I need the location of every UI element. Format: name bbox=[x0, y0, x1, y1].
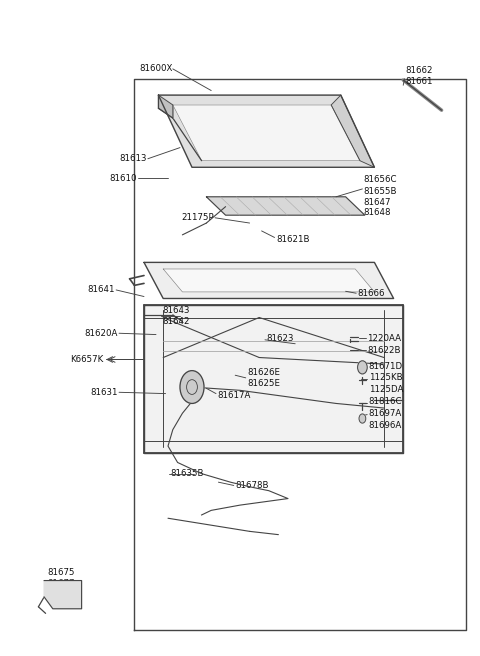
Polygon shape bbox=[144, 262, 394, 298]
Text: K6657K: K6657K bbox=[70, 355, 103, 364]
Circle shape bbox=[359, 414, 366, 423]
Polygon shape bbox=[163, 269, 374, 292]
Text: 81648: 81648 bbox=[364, 208, 391, 217]
Text: 81622B: 81622B bbox=[367, 346, 401, 355]
Text: 81816C: 81816C bbox=[369, 397, 402, 406]
Text: 81610: 81610 bbox=[109, 174, 137, 183]
Polygon shape bbox=[173, 105, 360, 161]
Text: 81600X: 81600X bbox=[139, 64, 173, 73]
Text: 81671D: 81671D bbox=[369, 361, 403, 371]
Text: 81641: 81641 bbox=[88, 285, 115, 295]
Polygon shape bbox=[158, 95, 374, 167]
Text: 81623: 81623 bbox=[266, 334, 294, 343]
Text: 81678B: 81678B bbox=[235, 481, 269, 490]
Text: 21175P: 21175P bbox=[181, 213, 214, 222]
Text: 81697A: 81697A bbox=[369, 409, 402, 418]
Text: 81620A: 81620A bbox=[84, 329, 118, 338]
Text: 81662: 81662 bbox=[406, 66, 433, 75]
Text: 81643: 81643 bbox=[162, 306, 190, 316]
Text: 81696A: 81696A bbox=[369, 420, 402, 430]
Text: 81666: 81666 bbox=[358, 289, 385, 298]
Text: 81631: 81631 bbox=[90, 388, 118, 397]
Text: 81621B: 81621B bbox=[276, 235, 310, 244]
Text: 81626E: 81626E bbox=[247, 368, 280, 377]
Text: 81647: 81647 bbox=[364, 197, 391, 207]
Text: 81661: 81661 bbox=[406, 77, 433, 86]
Text: 1125DA: 1125DA bbox=[369, 385, 403, 394]
Polygon shape bbox=[206, 197, 365, 215]
Text: 81617A: 81617A bbox=[217, 391, 251, 400]
Text: 1125KB: 1125KB bbox=[369, 373, 402, 382]
Text: 81625E: 81625E bbox=[247, 379, 280, 388]
Circle shape bbox=[358, 361, 367, 374]
Text: 81635B: 81635B bbox=[170, 469, 204, 478]
Circle shape bbox=[180, 371, 204, 403]
Polygon shape bbox=[158, 95, 173, 118]
Text: 81656C: 81656C bbox=[364, 175, 397, 184]
Text: 81675: 81675 bbox=[47, 567, 74, 577]
Text: 1220AA: 1220AA bbox=[367, 334, 401, 343]
Text: 81642: 81642 bbox=[162, 317, 190, 326]
Polygon shape bbox=[331, 95, 374, 167]
Text: 81613: 81613 bbox=[119, 154, 146, 163]
Text: 81677: 81677 bbox=[47, 579, 74, 588]
Polygon shape bbox=[44, 581, 82, 609]
Text: 81655B: 81655B bbox=[364, 187, 397, 196]
Polygon shape bbox=[144, 305, 403, 453]
